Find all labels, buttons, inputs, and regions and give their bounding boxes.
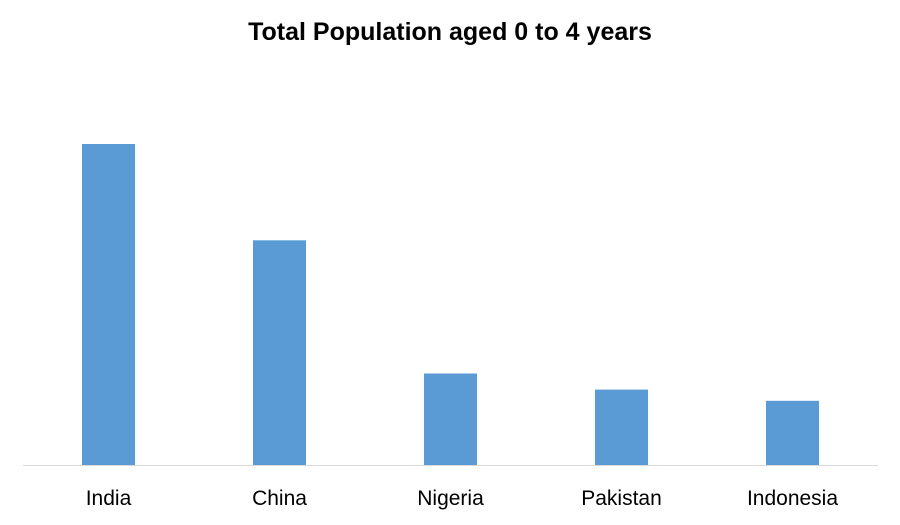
chart-title: Total Population aged 0 to 4 years (248, 18, 652, 46)
bar-india (82, 144, 135, 465)
x-tick-label-indonesia: Indonesia (747, 487, 838, 510)
bar-pakistan (595, 389, 648, 465)
x-tick-label-china: China (252, 487, 307, 510)
bar-nigeria (424, 373, 477, 465)
x-tick-label-india: India (86, 487, 132, 510)
x-tick-label-nigeria: Nigeria (417, 487, 484, 510)
bar-indonesia (766, 400, 819, 465)
x-tick-label-pakistan: Pakistan (581, 487, 662, 510)
bar-china (253, 240, 306, 465)
